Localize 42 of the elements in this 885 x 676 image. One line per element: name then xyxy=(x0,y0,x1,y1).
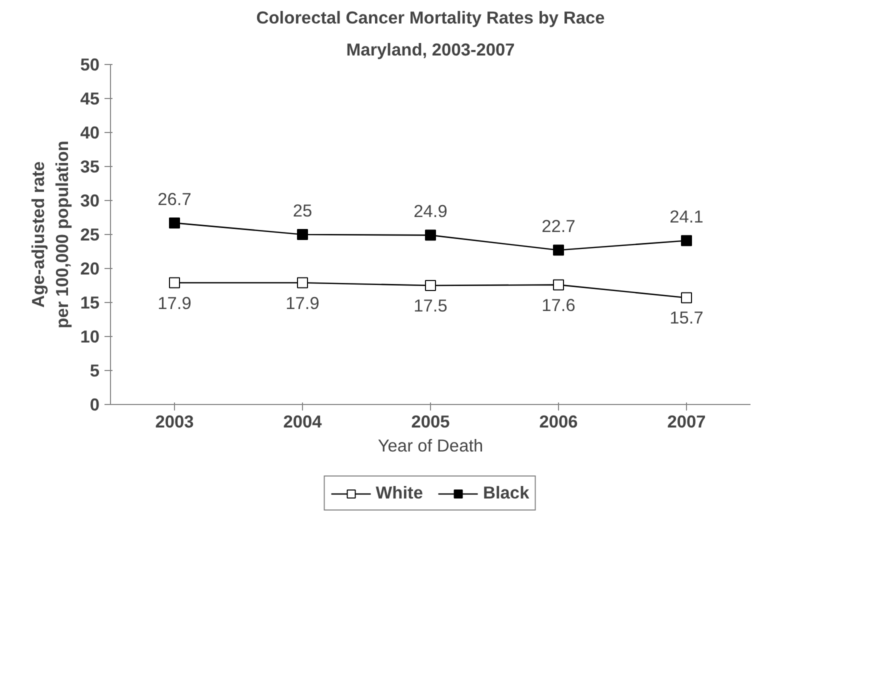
point xyxy=(553,244,564,256)
data-label: 17.5 xyxy=(414,296,448,316)
data-label: 15.7 xyxy=(670,308,704,328)
data-label: 22.7 xyxy=(542,216,576,236)
x-tick-label: 2006 xyxy=(539,412,578,432)
y-tick-label: 50 xyxy=(80,54,100,74)
x-tick-label: 2004 xyxy=(283,412,322,432)
y-tick-label: 20 xyxy=(80,258,100,278)
data-label: 24.1 xyxy=(670,206,704,227)
data-label: 24.9 xyxy=(414,201,448,222)
point xyxy=(425,280,436,291)
chart-title: Colorectal Cancer Mortality Rates by Race xyxy=(256,8,606,28)
point xyxy=(553,279,564,290)
x-tick-label: 2007 xyxy=(667,412,706,432)
x-tick-label: 2003 xyxy=(155,412,194,432)
point xyxy=(681,235,692,246)
y-tick-label: 45 xyxy=(80,88,100,108)
data-label: 17.6 xyxy=(542,294,576,315)
point xyxy=(169,217,180,228)
x-tick-label: 2005 xyxy=(411,412,450,432)
y-tick-label: 35 xyxy=(80,156,100,176)
y-tick-label: 25 xyxy=(80,224,100,244)
data-label: 17.9 xyxy=(158,292,192,313)
y-tick-label: 0 xyxy=(90,394,100,414)
data-label: 17.9 xyxy=(286,292,320,313)
y-tick-label: 30 xyxy=(80,190,100,210)
y-axis-title: Age-adjusted rate per 100,000 population xyxy=(28,140,72,328)
y-tick-label: 15 xyxy=(80,292,100,312)
y-tick-label: 40 xyxy=(80,122,100,142)
legend-label: White xyxy=(376,482,423,504)
point xyxy=(425,230,436,241)
point xyxy=(169,277,180,288)
x-axis-title: Year of Death xyxy=(378,436,484,456)
y-tick-label: 10 xyxy=(80,326,100,346)
chart-subtitle: Maryland, 2003-2007 xyxy=(346,40,515,60)
point xyxy=(297,277,308,288)
data-label: 26.7 xyxy=(158,188,192,209)
point xyxy=(681,292,692,304)
legend-label: Black xyxy=(482,482,530,504)
y-tick-label: 5 xyxy=(90,360,100,380)
point xyxy=(297,229,308,240)
data-label: 25 xyxy=(292,200,312,220)
